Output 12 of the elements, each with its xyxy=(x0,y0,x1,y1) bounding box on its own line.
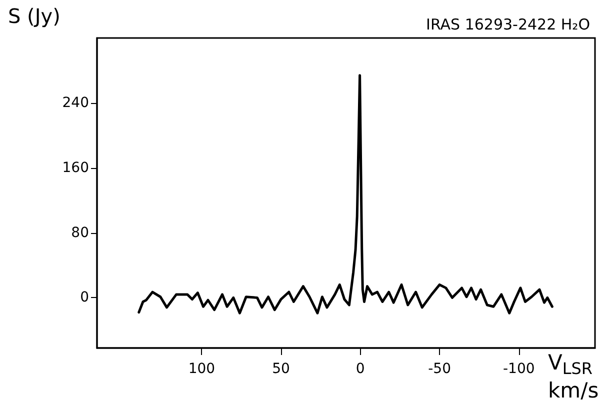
y-tick-label: 0 xyxy=(80,290,89,306)
chart-title: IRAS 16293-2422 H₂O xyxy=(426,16,590,34)
x-tick-label: 100 xyxy=(188,361,216,377)
x-tick-label: -50 xyxy=(428,361,452,377)
x-tick-label: -100 xyxy=(502,361,535,377)
y-tick-label: 160 xyxy=(62,160,89,176)
y-tick-label: 240 xyxy=(62,94,89,111)
y-tick-label: 80 xyxy=(71,224,89,241)
y-axis-title: S (Jy) xyxy=(8,4,60,28)
x-tick-label: 0 xyxy=(356,361,365,377)
x-tick-label: 50 xyxy=(272,361,290,377)
line-series xyxy=(138,74,554,314)
